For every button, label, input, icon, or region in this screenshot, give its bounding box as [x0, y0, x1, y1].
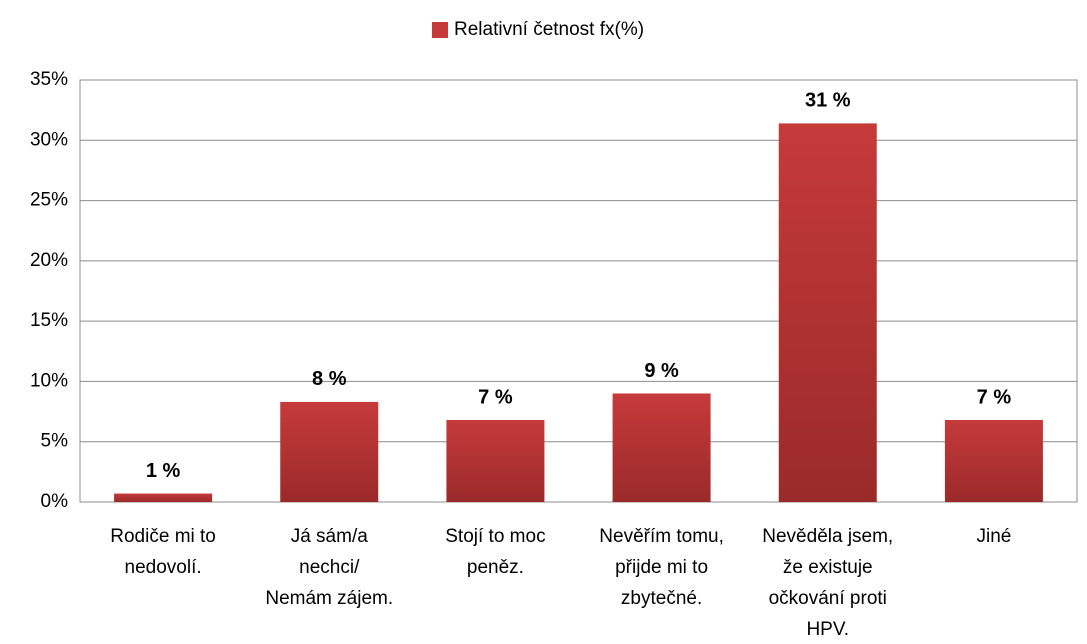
- x-tick-label: peněz.: [467, 557, 524, 578]
- bar: [114, 493, 213, 502]
- value-label: 7 %: [977, 386, 1012, 408]
- y-tick-label: 25%: [30, 190, 68, 211]
- bar: [446, 420, 545, 502]
- y-tick-label: 20%: [30, 250, 68, 271]
- legend-swatch: [432, 22, 448, 38]
- x-tick-label: Rodiče mi to: [110, 526, 216, 547]
- x-tick-label: Jiné: [976, 526, 1011, 547]
- value-label: 8 %: [312, 368, 347, 390]
- x-tick-label: HPV.: [806, 619, 849, 640]
- y-tick-label: 5%: [41, 431, 69, 452]
- value-label: 1 %: [146, 460, 181, 482]
- x-tick-label: Nemám zájem.: [265, 588, 393, 609]
- bar: [280, 401, 379, 502]
- x-tick-label: nedovolí.: [125, 557, 202, 578]
- legend-label: Relativní četnost fx(%): [454, 19, 644, 40]
- x-tick-label: že existuje: [783, 557, 873, 578]
- y-tick-label: 30%: [30, 129, 68, 150]
- y-tick-label: 35%: [30, 69, 68, 90]
- x-tick-label: přijde mi to: [615, 557, 708, 578]
- y-tick-label: 10%: [30, 370, 68, 391]
- y-tick-label: 15%: [30, 310, 68, 331]
- x-tick-label: Nevěřím tomu,: [599, 526, 724, 547]
- value-label: 31 %: [805, 90, 851, 112]
- value-label: 9 %: [644, 360, 679, 382]
- plot-border: [79, 79, 1078, 503]
- value-label: 7 %: [478, 386, 513, 408]
- bar: [778, 123, 877, 503]
- y-tick-label: 0%: [41, 491, 69, 512]
- x-tick-label: Stojí to moc: [445, 526, 545, 547]
- x-tick-label: nechci/: [299, 557, 360, 578]
- x-tick-label: Já sám/a: [291, 526, 369, 547]
- x-tick-label: zbytečné.: [621, 588, 702, 609]
- x-tick-label: očkování proti: [769, 588, 887, 609]
- bar: [612, 393, 711, 502]
- bar: [944, 420, 1043, 502]
- x-tick-label: Nevěděla jsem,: [762, 526, 893, 547]
